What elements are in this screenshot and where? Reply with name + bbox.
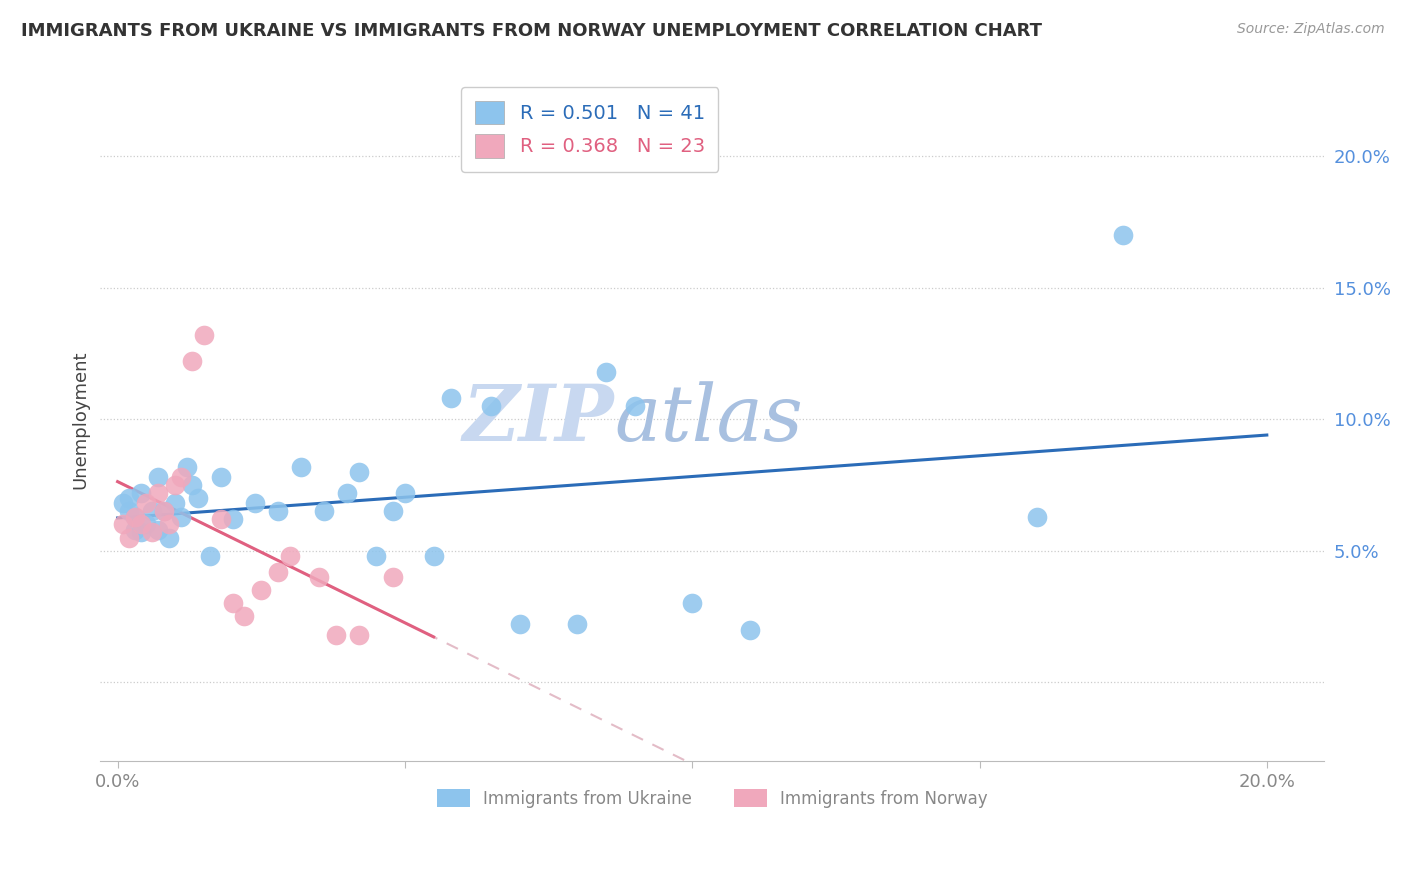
Point: [165, 478, 187, 492]
Point: [278, 549, 301, 563]
Point: [623, 399, 645, 413]
Point: [129, 517, 152, 532]
Point: [181, 478, 204, 492]
Point: [152, 504, 174, 518]
Point: [129, 486, 152, 500]
Point: [157, 531, 180, 545]
Point: [567, 617, 589, 632]
Point: [681, 596, 703, 610]
Point: [124, 523, 146, 537]
Point: [382, 504, 405, 518]
Point: [221, 596, 243, 610]
Point: [267, 504, 290, 518]
Point: [245, 496, 267, 510]
Point: [366, 549, 388, 563]
Point: [112, 517, 135, 532]
Point: [118, 491, 141, 505]
Point: [382, 570, 405, 584]
Point: [157, 517, 180, 532]
Point: [193, 328, 215, 343]
Point: [165, 496, 187, 510]
Point: [314, 504, 336, 518]
Point: [146, 486, 169, 500]
Point: [135, 496, 157, 510]
Point: [325, 628, 347, 642]
Point: [394, 486, 416, 500]
Point: [146, 470, 169, 484]
Point: [308, 570, 330, 584]
Point: [187, 491, 209, 505]
Point: [290, 459, 312, 474]
Point: [176, 459, 198, 474]
Point: [152, 504, 174, 518]
Point: [1026, 509, 1049, 524]
Point: [1112, 228, 1135, 243]
Point: [509, 617, 531, 632]
Point: [479, 399, 502, 413]
Point: [422, 549, 444, 563]
Legend: Immigrants from Ukraine, Immigrants from Norway: Immigrants from Ukraine, Immigrants from…: [430, 783, 994, 814]
Point: [209, 512, 232, 526]
Point: [112, 496, 135, 510]
Point: [141, 525, 163, 540]
Point: [250, 583, 273, 598]
Point: [181, 354, 204, 368]
Point: [233, 609, 256, 624]
Point: [146, 523, 169, 537]
Point: [198, 549, 221, 563]
Text: ZIP: ZIP: [463, 381, 614, 458]
Point: [209, 470, 232, 484]
Text: IMMIGRANTS FROM UKRAINE VS IMMIGRANTS FROM NORWAY UNEMPLOYMENT CORRELATION CHART: IMMIGRANTS FROM UKRAINE VS IMMIGRANTS FR…: [21, 22, 1042, 40]
Y-axis label: Unemployment: Unemployment: [72, 350, 89, 489]
Point: [124, 509, 146, 524]
Point: [347, 628, 370, 642]
Point: [336, 486, 359, 500]
Point: [738, 623, 761, 637]
Point: [118, 504, 141, 518]
Point: [170, 470, 193, 484]
Point: [267, 565, 290, 579]
Point: [440, 391, 463, 405]
Text: Source: ZipAtlas.com: Source: ZipAtlas.com: [1237, 22, 1385, 37]
Point: [124, 509, 146, 524]
Point: [135, 517, 157, 532]
Point: [595, 365, 617, 379]
Point: [170, 509, 193, 524]
Point: [347, 465, 370, 479]
Text: atlas: atlas: [614, 381, 803, 458]
Point: [118, 531, 141, 545]
Point: [129, 525, 152, 540]
Point: [141, 504, 163, 518]
Point: [221, 512, 243, 526]
